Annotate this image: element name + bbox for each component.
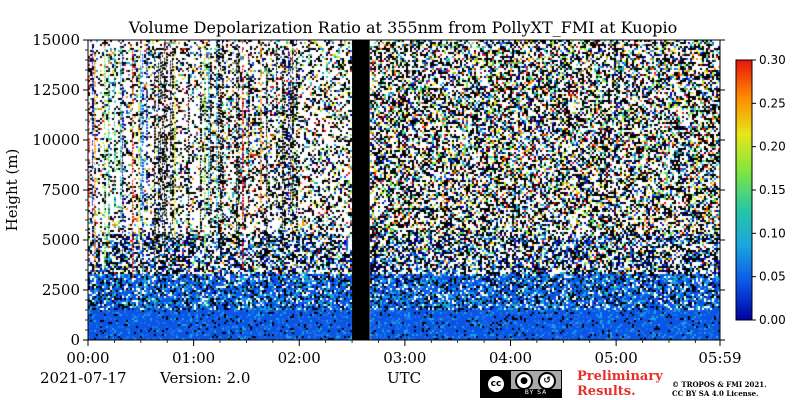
copyright-note: © TROPOS & FMI 2021. CC BY SA 4.0 Licens… (672, 380, 767, 398)
x-tick-label: 01:00 (172, 349, 215, 367)
x-tick-label: 00:00 (66, 349, 109, 367)
colorbar-tick-label: 0.20 (759, 140, 786, 154)
colorbar-tick-label: 0.05 (759, 270, 786, 284)
preliminary-line-1: Preliminary (577, 369, 663, 384)
preliminary-results-note: Preliminary Results. (577, 369, 663, 399)
y-tick-label: 0 (70, 331, 80, 349)
colorbar-tick-label: 0.00 (759, 313, 786, 327)
y-tick-label: 10000 (32, 131, 80, 149)
y-tick-label: 5000 (42, 231, 80, 249)
colorbar: 0.00 0.05 0.10 0.15 0.20 0.25 0.30 (735, 53, 786, 327)
colorbar-tick-label: 0.30 (759, 53, 786, 67)
sa-label: SA (537, 389, 548, 396)
plot-axes: 0 2500 5000 7500 10000 12500 15000 00:00 01:00 02… (32, 31, 741, 367)
preliminary-line-2: Results. (577, 384, 636, 399)
depolarization-heatmap (88, 40, 720, 340)
copyright-line-1: © TROPOS & FMI 2021. (672, 380, 767, 389)
copyright-line-2: CC BY SA 4.0 License. (672, 389, 759, 398)
x-tick-label: 05:00 (595, 349, 638, 367)
x-tick-label: 03:00 (383, 349, 426, 367)
colorbar-scale (735, 59, 753, 321)
attribution-icon: ● (515, 372, 533, 390)
cc-logo-panel: cc (481, 371, 511, 397)
y-tick-label: 12500 (32, 81, 80, 99)
no-data-gap (352, 40, 370, 340)
colorbar-tick-label: 0.15 (759, 183, 786, 197)
y-axis-label: Height (m) (3, 149, 21, 232)
cc-terms: BY SA (511, 389, 561, 397)
colorbar-tick-label: 0.25 (759, 96, 786, 110)
by-label: BY (524, 389, 535, 396)
heatmap-plot-area (88, 40, 720, 340)
chart-title: Volume Depolarization Ratio at 355nm fro… (128, 18, 677, 37)
x-axis-label: UTC (387, 369, 422, 387)
date-label: 2021-07-17 (40, 369, 127, 387)
cc-icon: cc (486, 374, 506, 394)
share-alike-icon: ↺ (538, 372, 556, 390)
x-tick-label: 05:59 (698, 349, 741, 367)
y-tick-label: 2500 (42, 281, 80, 299)
y-tick-label: 15000 (32, 31, 80, 49)
cc-license-badge: cc ● ↺ BY SA (480, 370, 562, 398)
x-tick-label: 04:00 (489, 349, 532, 367)
colorbar-tick-label: 0.10 (759, 226, 786, 240)
x-tick-label: 02:00 (278, 349, 321, 367)
y-tick-label: 7500 (42, 181, 80, 199)
version-label: Version: 2.0 (160, 369, 251, 387)
